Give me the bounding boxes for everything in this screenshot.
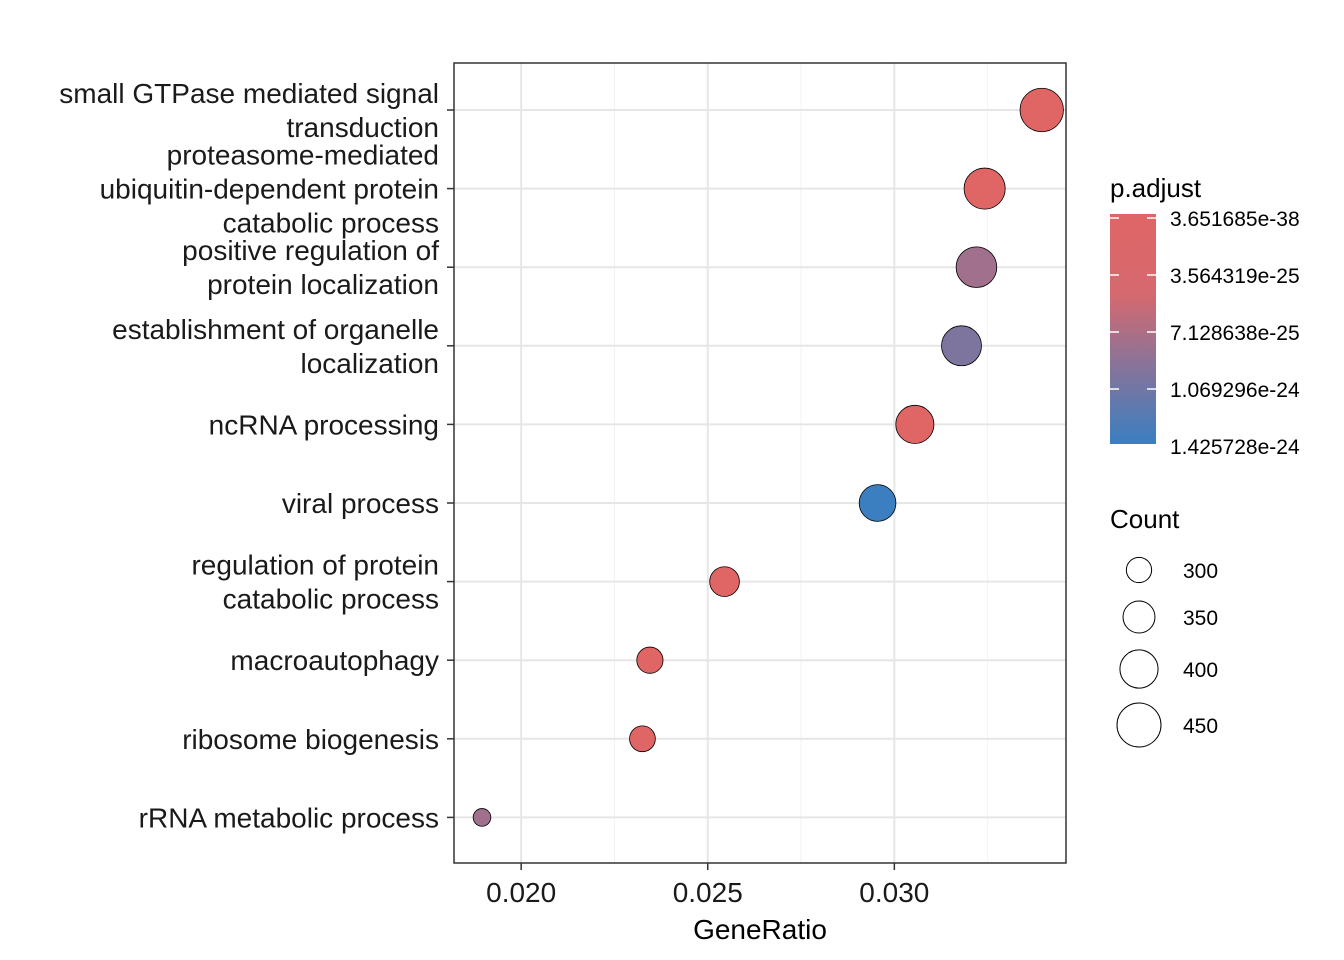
color-legend-label: 3.564319e-25 <box>1170 265 1300 288</box>
data-point <box>709 566 740 597</box>
size-legend-label: 300 <box>1183 560 1218 583</box>
data-points <box>472 87 1064 827</box>
size-legend-key <box>1125 556 1153 584</box>
y-tick-label: macroautophagy <box>230 645 439 676</box>
y-tick-label: proteasome-mediated ubiquitin-dependent p… <box>100 140 439 239</box>
color-legend-label: 1.069296e-24 <box>1170 379 1300 402</box>
color-legend-label: 1.425728e-24 <box>1170 436 1300 459</box>
x-tick-label: 0.030 <box>859 877 929 908</box>
y-axis: small GTPase mediated signal transduction… <box>59 78 454 833</box>
y-tick-label: small GTPase mediated signal transduction <box>59 78 439 143</box>
data-point <box>858 484 897 522</box>
size-legend-key <box>1116 702 1162 748</box>
size-legend-label: 350 <box>1183 607 1218 630</box>
x-axis: 0.020 0.025 0.030 <box>486 863 929 908</box>
size-legend-key <box>1119 649 1159 689</box>
size-legend-label: 400 <box>1183 659 1218 682</box>
grid-lines <box>454 63 1066 863</box>
size-legend-key <box>1122 600 1156 634</box>
color-legend-bar <box>1110 214 1156 444</box>
size-legend: Count 300 350 400 450 <box>1110 504 1218 748</box>
data-point <box>963 167 1006 210</box>
y-tick-label: positive regulation of protein localizati… <box>182 235 439 300</box>
size-legend-label: 450 <box>1183 715 1218 738</box>
x-tick-label: 0.025 <box>673 877 743 908</box>
color-legend-label: 7.128638e-25 <box>1170 322 1300 345</box>
data-point <box>955 246 998 288</box>
color-legend: p.adjust 3.651685e-38 3.564319e-25 7.12863… <box>1110 173 1300 459</box>
data-point <box>1019 87 1064 133</box>
data-point <box>895 404 935 444</box>
y-tick-label: viral process <box>282 488 439 519</box>
data-point <box>941 325 982 367</box>
y-tick-label: ribosome biogenesis <box>182 724 439 755</box>
data-point <box>629 725 656 753</box>
size-legend-title: Count <box>1110 504 1180 534</box>
y-tick-label: establishment of organelle localization <box>112 314 439 379</box>
data-point <box>472 808 492 827</box>
y-tick-label: regulation of protein catabolic process <box>191 550 439 615</box>
y-tick-label: ncRNA processing <box>209 409 439 440</box>
color-legend-label: 3.651685e-38 <box>1170 208 1300 231</box>
x-axis-title: GeneRatio <box>693 914 827 945</box>
color-legend-title: p.adjust <box>1110 173 1202 203</box>
data-point <box>636 646 664 674</box>
y-tick-label: rRNA metabolic process <box>139 802 439 833</box>
plot-panel-border <box>453 62 1067 864</box>
x-tick-label: 0.020 <box>486 877 556 908</box>
